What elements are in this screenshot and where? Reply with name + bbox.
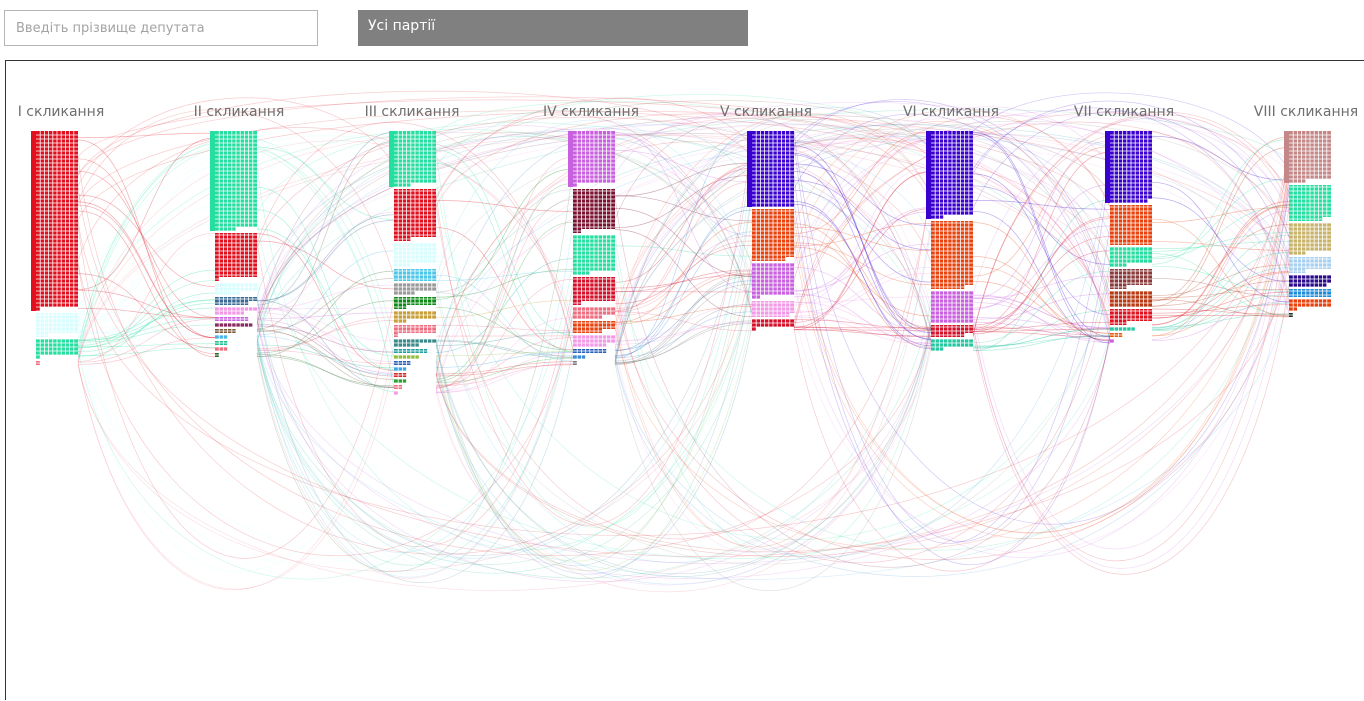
convocation-flow-chart: I скликання II скликання III скликання IV с… [6, 61, 1364, 701]
deputy-transition-line [1152, 309, 1289, 314]
convocation-columns: I скликання II скликання III скликання IV с… [18, 104, 1358, 397]
column-accent-bar [389, 131, 394, 187]
deputy-transition-line [257, 350, 394, 363]
deputy-transition-line [257, 133, 1110, 324]
column-accent-bar [1105, 131, 1110, 203]
party-block[interactable] [573, 355, 586, 359]
deputy-transition-line [615, 141, 1110, 341]
deputy-transition-line [78, 335, 394, 571]
convocation-label: II скликання [194, 104, 285, 120]
party-block[interactable] [215, 335, 228, 339]
deputy-transition-line [973, 186, 1110, 265]
deputy-transition-line [78, 363, 394, 590]
deputy-transition-line [436, 365, 573, 376]
deputy-transition-line [1152, 315, 1289, 316]
deputy-transition-line [257, 187, 394, 369]
convocation-label: VIII скликання [1254, 104, 1358, 120]
convocation-label: VII скликання [1074, 104, 1174, 120]
convocation-label: VI скликання [903, 104, 999, 120]
deputy-transition-line [78, 133, 215, 138]
deputy-search-input[interactable] [4, 10, 318, 46]
column-accent-bar [747, 131, 752, 207]
deputy-transition-line [78, 126, 573, 319]
convocation-label: V скликання [720, 104, 812, 120]
deputy-transition-line [615, 137, 1110, 346]
party-filter-dropdown[interactable]: Усі партії [358, 10, 748, 46]
convocation-label: III скликання [365, 104, 460, 120]
column-accent-bar [31, 131, 36, 311]
column-accent-bar [1284, 131, 1289, 183]
party-block[interactable] [215, 323, 253, 327]
column-accent-bar [568, 131, 573, 187]
deputy-transition-line [794, 273, 931, 316]
party-block[interactable] [215, 347, 228, 351]
deputy-transition-line [436, 163, 573, 351]
convocations-visualization: I скликання II скликання III скликання IV с… [5, 60, 1364, 700]
convocation-label: I скликання [18, 104, 105, 120]
column-accent-bar [926, 131, 931, 219]
deputy-transition-line [1152, 179, 1289, 258]
deputy-transition-line [436, 364, 573, 386]
deputy-transition-line [78, 138, 215, 290]
party-block[interactable] [394, 379, 407, 383]
party-block[interactable] [394, 391, 398, 395]
deputy-transition-line [257, 136, 752, 342]
column-accent-bar [210, 131, 215, 231]
deputy-transition-line [257, 308, 394, 341]
deputy-transition-line [615, 323, 752, 341]
convocation-label: IV скликання [543, 104, 639, 120]
deputy-transition-line [794, 181, 931, 250]
party-block[interactable] [1110, 339, 1114, 343]
deputy-transition-line [615, 196, 752, 221]
deputy-transition-line [78, 345, 394, 590]
party-block[interactable] [394, 367, 407, 371]
